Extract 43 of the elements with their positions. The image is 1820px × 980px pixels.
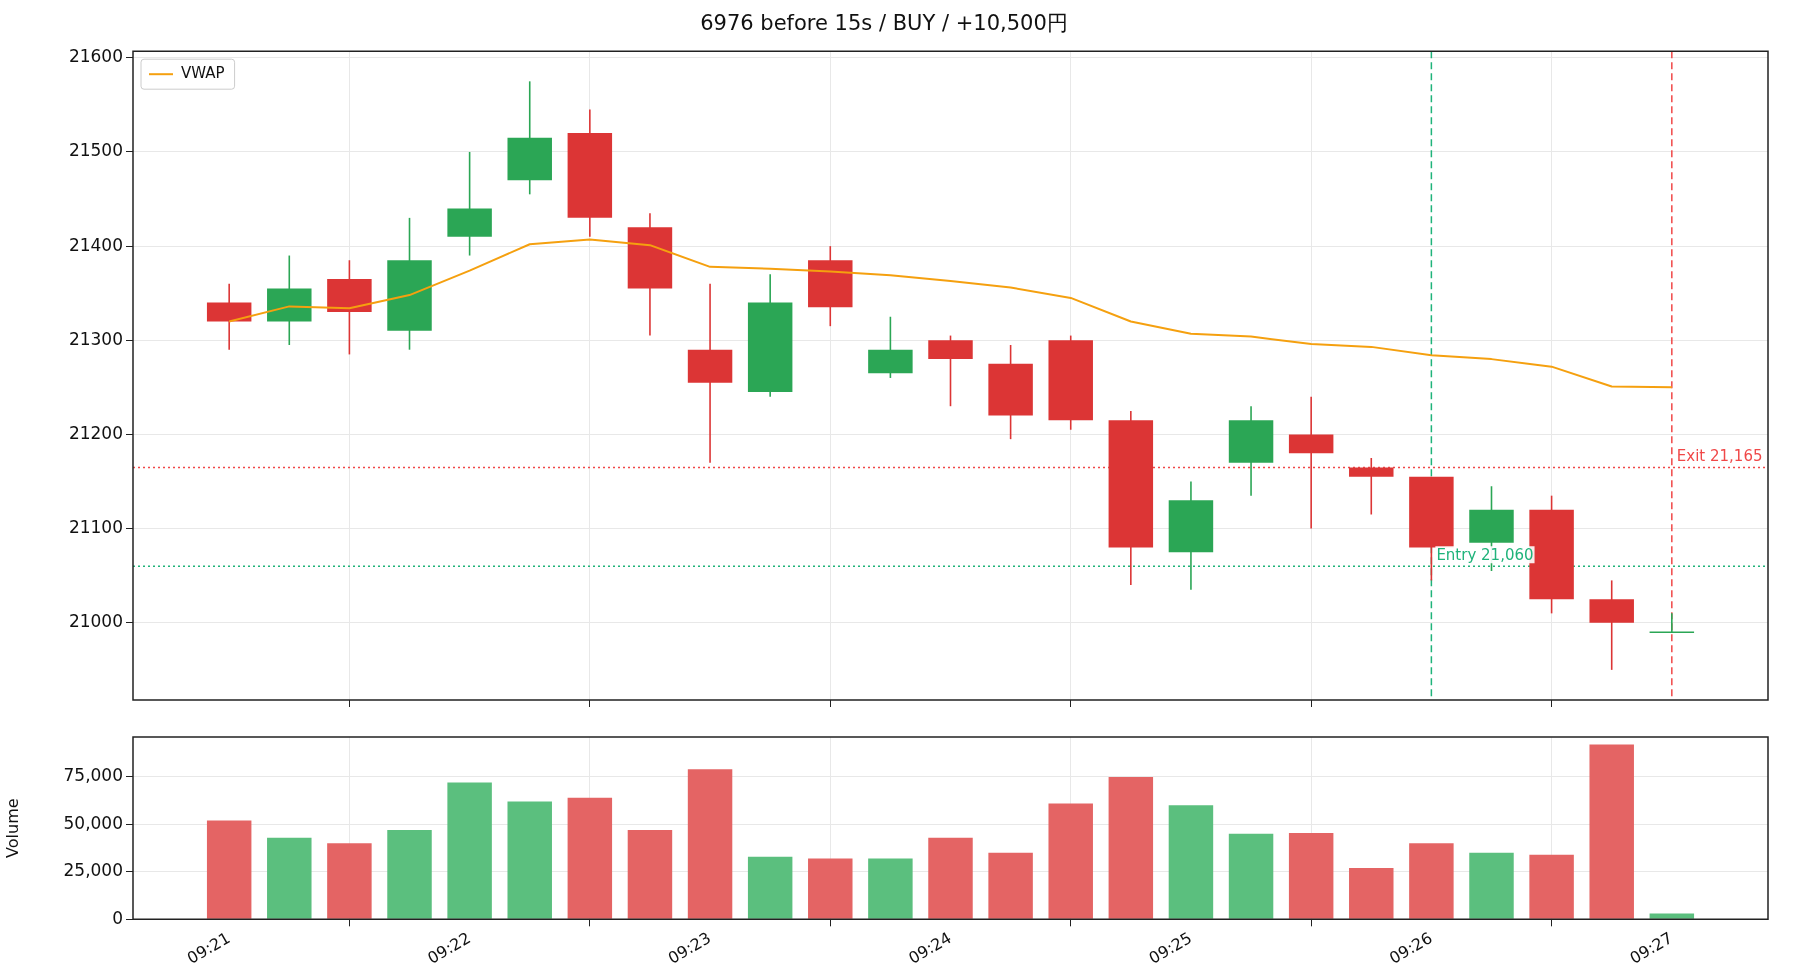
bar [206,820,252,919]
candlestick [1349,457,1394,516]
bar [1469,852,1514,919]
bar [1048,803,1093,919]
bar [327,843,372,919]
bar [1529,854,1574,919]
candlestick [1648,612,1695,633]
legend-label: VWAP [181,64,225,83]
chart-title: 6976 before 15s / BUY / +10,500円 [700,11,1068,36]
y-tick-label: 21400 [68,234,123,255]
bar [567,797,613,919]
bar [1589,744,1634,919]
y-tick-label: 75,000 [63,765,123,786]
bar [1108,776,1154,919]
annotation: Entry 21,060 [1436,546,1534,565]
bar [808,858,853,919]
y-tick-label: 25,000 [63,860,123,881]
y-tick-label: 21000 [68,611,123,632]
bar [1649,913,1695,919]
bar [928,837,973,919]
bar [868,858,913,919]
bar [1228,833,1274,919]
y-tick-label: 50,000 [63,812,123,833]
y-tick-label: 21100 [68,517,123,538]
bar [267,837,312,919]
bar [387,830,432,919]
y-tick-label: 21500 [68,140,123,161]
bar [507,801,552,919]
bar [1168,805,1214,919]
y-tick-label: 0 [112,907,123,928]
y-axis-title: Volume [2,798,22,858]
annotation: Exit 21,165 [1676,447,1763,466]
bar [988,852,1033,919]
bar [687,769,733,919]
bar [1349,868,1394,919]
y-tick-label: 21300 [68,328,123,349]
bar [747,856,793,919]
bar [1288,832,1334,919]
bar [1409,843,1454,919]
y-tick-label: 21200 [68,422,123,443]
y-tick-label: 21600 [68,46,123,67]
bar [447,782,492,919]
bar [627,830,673,919]
